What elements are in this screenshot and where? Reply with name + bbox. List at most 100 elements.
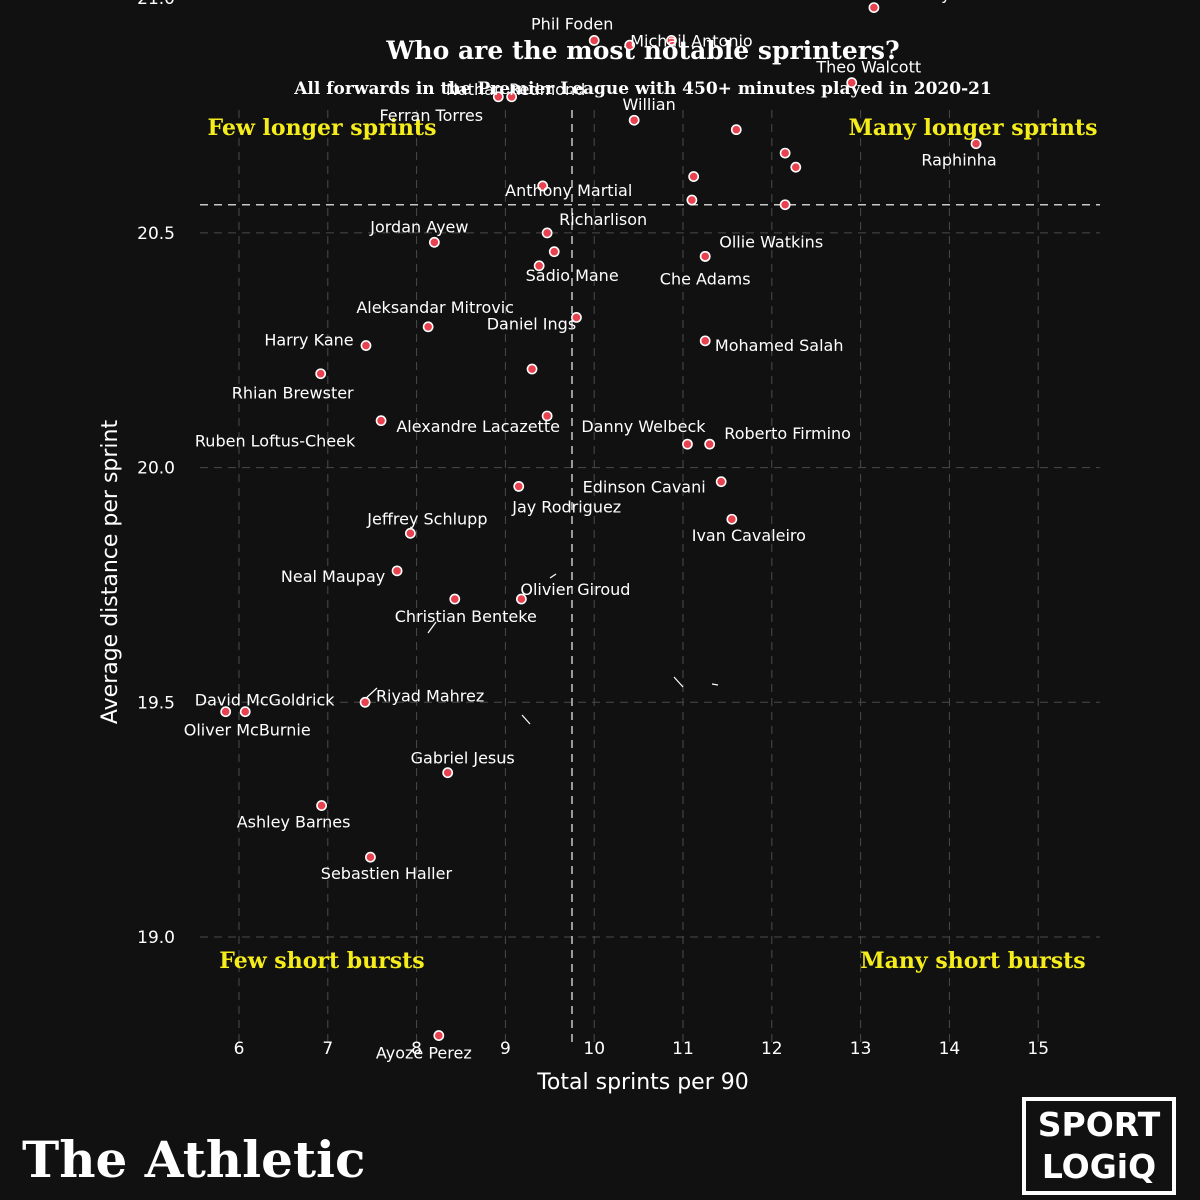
point-label: Daniel Ings	[487, 314, 576, 333]
point-label: Aleksandar Mitrovic	[356, 298, 514, 317]
x-tick-label: 14	[939, 1039, 961, 1059]
data-point	[315, 368, 327, 380]
y-tick-label: 19.0	[137, 928, 175, 948]
chart-subtitle: All forwards in the Premier League with …	[293, 79, 992, 99]
data-point	[433, 1030, 445, 1041]
data-point	[541, 410, 553, 422]
point-label: Ollie Watkins	[719, 232, 823, 251]
point-label: Michail Antonio	[630, 31, 753, 50]
label-leader-line	[427, 621, 437, 634]
point-label: Phil Foden	[531, 14, 613, 33]
point-label: Gabriel Jesus	[411, 749, 515, 768]
point-label: Rhian Brewster	[232, 384, 354, 403]
data-point	[970, 138, 982, 150]
point-label: Sadio Mane	[526, 266, 619, 285]
point-label: Danny Welbeck	[581, 417, 706, 436]
data-point	[779, 147, 791, 159]
y-tick-label: 20.5	[137, 224, 175, 244]
x-tick-label: 7	[322, 1039, 333, 1059]
point-label: Anthony Martial	[505, 181, 632, 200]
data-point	[360, 340, 372, 351]
data-point	[375, 415, 387, 427]
data-point	[515, 593, 527, 605]
logo-line-2: LOGiQ	[1041, 1147, 1157, 1186]
logo-line-1: SPORT	[1037, 1105, 1161, 1144]
data-point	[391, 565, 403, 577]
data-point	[588, 35, 600, 46]
point-label: Raphinha	[921, 151, 996, 170]
data-point	[704, 438, 716, 450]
x-tick-label: 10	[583, 1039, 605, 1059]
point-labels: Callum Hudson-OdoiMarcus RashfordFabio S…	[184, 0, 997, 1063]
x-tick-label: 9	[500, 1039, 511, 1059]
point-label: Christian Benteke	[395, 607, 537, 626]
label-leaders	[363, 573, 719, 725]
y-tick-label: 19.5	[137, 693, 175, 713]
data-point	[526, 363, 538, 375]
y-tick-label: 20.0	[137, 459, 175, 479]
point-label: Willian	[623, 95, 676, 114]
point-label: Richarlison	[559, 210, 647, 229]
point-label: Aaron Connolly	[829, 0, 950, 4]
x-tick-label: 12	[761, 1039, 783, 1059]
x-tick-label: 15	[1027, 1039, 1049, 1059]
point-label: Alexandre Lacazette	[396, 417, 560, 436]
chart-title: Who are the most notable sprinters?	[385, 36, 899, 65]
data-point	[688, 171, 700, 182]
label-leader-line	[673, 676, 684, 688]
data-point	[571, 311, 582, 323]
point-label: Harry Kane	[264, 331, 353, 350]
data-point	[316, 800, 327, 811]
data-point	[726, 513, 738, 525]
data-point	[541, 227, 553, 239]
data-point	[533, 260, 545, 272]
point-label: Nathan Redmond	[446, 80, 585, 99]
brand-wordmark: The Athletic	[22, 1130, 365, 1189]
point-label: Che Adams	[660, 269, 751, 288]
quadrant-label-bottom-right: Many short bursts	[860, 948, 1085, 974]
quadrant-label-top-left: Few longer sprints	[208, 115, 437, 141]
data-point	[682, 438, 693, 450]
data-point	[730, 124, 742, 136]
data-point	[449, 593, 461, 605]
data-point	[779, 199, 791, 211]
quadrant-label-top-right: Many longer sprints	[849, 115, 1098, 141]
point-label: Ayoze Perez	[376, 1044, 472, 1063]
point-label: Riyad Mahrez	[376, 686, 484, 705]
point-label: Theo Walcott	[815, 58, 921, 77]
data-point	[868, 2, 880, 13]
data-point	[699, 250, 711, 262]
data-point	[359, 696, 371, 708]
data-point	[506, 91, 518, 103]
point-label: Neal Maupay	[281, 567, 385, 586]
point-label: Olivier Giroud	[520, 580, 630, 599]
point-label: Ashley Barnes	[237, 813, 351, 832]
data-point	[442, 767, 454, 779]
data-point	[548, 246, 560, 258]
grid-lines	[200, 110, 1100, 1045]
y-tick-label: 21.0	[137, 0, 175, 9]
data-point	[220, 706, 232, 718]
x-axis-label: Total sprints per 90	[536, 1070, 749, 1095]
data-point	[686, 194, 698, 206]
data-point	[239, 706, 251, 718]
x-tick-label: 13	[850, 1039, 872, 1059]
quadrant-label-bottom-left: Few short bursts	[219, 948, 424, 974]
data-point	[404, 527, 416, 539]
x-tick-label: 8	[411, 1039, 422, 1059]
sportlogiq-logo: SPORT LOGiQ	[1022, 1097, 1176, 1195]
point-label: Jordan Ayew	[369, 217, 468, 236]
data-point	[537, 180, 549, 192]
reference-lines	[200, 110, 1100, 1045]
data-point	[715, 476, 727, 488]
point-label: Sebastien Haller	[321, 864, 453, 883]
data-point	[790, 161, 802, 173]
point-label: Jay Rodriguez	[511, 497, 621, 516]
point-label: Ivan Cavaleiro	[692, 526, 806, 545]
data-point	[666, 35, 677, 46]
label-leader-line	[521, 714, 531, 725]
label-leader-line	[549, 573, 557, 579]
data-point	[699, 335, 711, 347]
point-label: Edinson Cavani	[583, 478, 706, 497]
